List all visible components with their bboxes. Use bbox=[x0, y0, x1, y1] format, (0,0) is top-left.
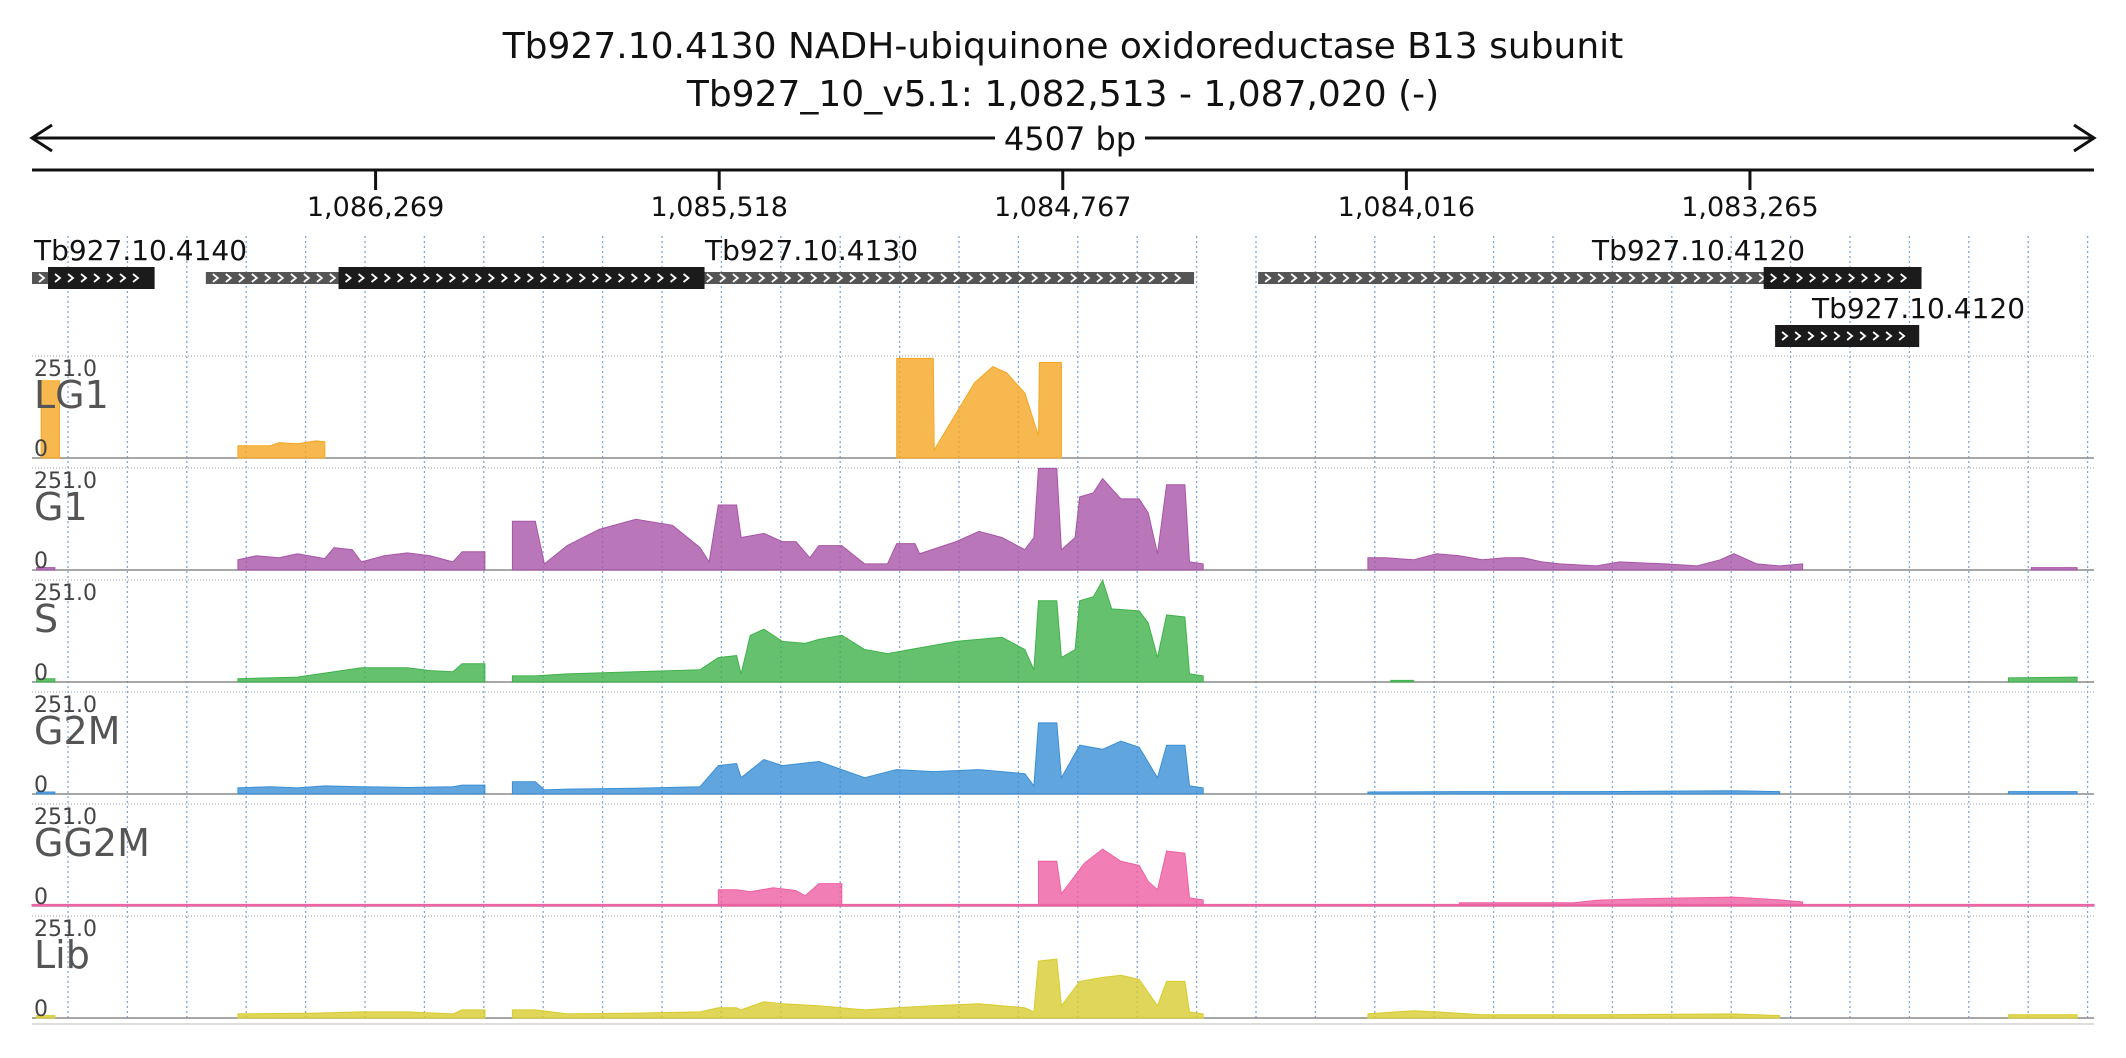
gene-model: Tb927.10.4120 bbox=[1775, 292, 2025, 347]
gene-model: Tb927.10.4130 bbox=[205, 234, 1195, 289]
coverage-area bbox=[1390, 679, 1415, 683]
axis-tick-label: 1,085,518 bbox=[650, 192, 787, 223]
coverage-area bbox=[1367, 553, 1804, 571]
track-min-label: 0 bbox=[34, 549, 48, 574]
coverage-area bbox=[36, 1015, 56, 1019]
coverage-area bbox=[2007, 676, 2078, 683]
coverage-area bbox=[40, 380, 60, 459]
span-length-label: 4507 bp bbox=[1004, 120, 1136, 158]
coverage-area bbox=[511, 467, 1204, 571]
coverage-area bbox=[237, 440, 326, 459]
gene-utr bbox=[32, 272, 49, 284]
coverage-area bbox=[1038, 848, 1204, 907]
track-s: 251.0S 0 bbox=[32, 579, 2094, 686]
track-max-label: 251.0 bbox=[34, 805, 97, 830]
coverage-area bbox=[36, 791, 56, 795]
gene-cds bbox=[338, 267, 705, 289]
coverage-area bbox=[717, 883, 843, 907]
track-max-label: 251.0 bbox=[34, 357, 97, 382]
figure-subtitle: Tb927_10_v5.1: 1,082,513 - 1,087,020 (-) bbox=[686, 74, 1439, 115]
track-name: G2M bbox=[34, 709, 120, 753]
track-max-label: 251.0 bbox=[34, 917, 97, 942]
coverage-area bbox=[237, 784, 486, 795]
gene-cds bbox=[48, 267, 155, 289]
coverage-area bbox=[511, 958, 1204, 1019]
span-ruler: 4507 bp bbox=[29, 120, 2097, 158]
axis-tick-label: 1,086,269 bbox=[307, 192, 444, 223]
gene-cds bbox=[1775, 325, 1920, 347]
axis-tick-label: 1,083,265 bbox=[1681, 192, 1818, 223]
coverage-area bbox=[511, 722, 1204, 795]
coverage-tracks: 251.0LG10251.0G10251.0S0251.0G2M0251.0GG… bbox=[31, 355, 2095, 1025]
coverage-area bbox=[1367, 1010, 1781, 1019]
coverage-area bbox=[36, 678, 56, 683]
track-min-label: 0 bbox=[34, 773, 48, 798]
track-name: Lib bbox=[34, 933, 90, 977]
gene-label: Tb927.10.4120 bbox=[1811, 292, 2025, 325]
track-min-label: 0 bbox=[34, 437, 48, 462]
axis-tick-label: 1,084,767 bbox=[994, 192, 1131, 223]
coverage-area bbox=[2007, 1014, 2078, 1019]
gene-label: Tb927.10.4120 bbox=[1591, 234, 1805, 267]
gene-label: Tb927.10.4140 bbox=[33, 234, 247, 267]
track-max-label: 251.0 bbox=[34, 581, 97, 606]
gene-label: Tb927.10.4130 bbox=[704, 234, 918, 267]
coverage-area bbox=[1367, 790, 1781, 795]
gene-cds bbox=[1763, 267, 1922, 289]
coverage-area bbox=[896, 357, 1062, 459]
gene-model: Tb927.10.4140 bbox=[32, 234, 247, 289]
coverage-area bbox=[1458, 896, 1804, 907]
coverage-area bbox=[237, 547, 486, 571]
track-name: GG2M bbox=[34, 821, 150, 865]
track-name: S bbox=[34, 597, 58, 641]
coverage-area bbox=[2007, 791, 2078, 795]
track-max-label: 251.0 bbox=[34, 469, 97, 494]
coverage-area bbox=[511, 579, 1204, 683]
track-name: LG1 bbox=[34, 373, 109, 417]
axis-tick-label: 1,084,016 bbox=[1338, 192, 1475, 223]
track-name: G1 bbox=[34, 485, 88, 529]
gene-model: Tb927.10.4120 bbox=[1258, 234, 1922, 289]
track-min-label: 0 bbox=[34, 885, 48, 910]
track-min-label: 0 bbox=[34, 997, 48, 1022]
gene-models: Tb927.10.4140 Tb927.10.4130 Tb927.10.4120T… bbox=[32, 234, 2025, 347]
axis-ticks: 1,086,269 1,085,518 1,084,767 1,084,016 1,08… bbox=[307, 170, 1819, 223]
coverage-area bbox=[237, 1009, 486, 1019]
track-g1: 251.0G1 0 bbox=[32, 467, 2094, 574]
coverage-area bbox=[2030, 567, 2078, 571]
track-min-label: 0 bbox=[34, 661, 48, 686]
coverage-area bbox=[237, 663, 486, 683]
figure-title: Tb927.10.4130 NADH-ubiquinone oxidoreduc… bbox=[502, 26, 1624, 67]
track-max-label: 251.0 bbox=[34, 693, 97, 718]
coverage-area bbox=[36, 567, 56, 571]
